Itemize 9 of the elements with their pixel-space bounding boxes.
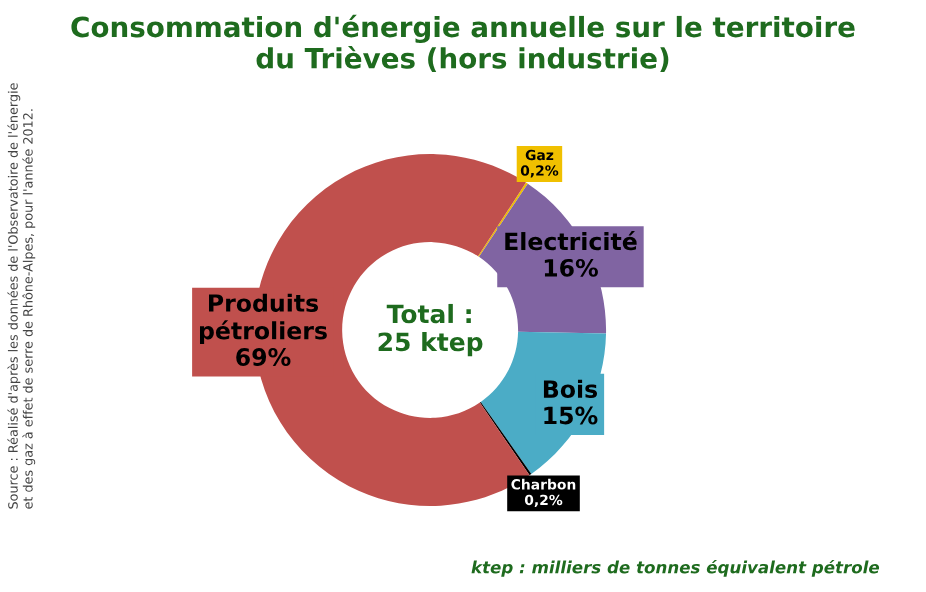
slice-label: Produits pétroliers xyxy=(200,293,327,345)
text: Total : 25 ktep xyxy=(378,303,483,357)
slice-label: Electricité xyxy=(505,231,637,251)
text: ktep : milliers de tonnes équivalent pétrole xyxy=(471,559,880,577)
slice-label: Bois xyxy=(543,379,598,398)
data-label: 16% xyxy=(544,258,598,277)
data-label: 15% xyxy=(544,406,598,425)
chart-title: Consommation d'énergie annuelle sur le territoire du Trièves (hors industrie) xyxy=(71,14,855,72)
data-label: 69% xyxy=(236,348,291,366)
